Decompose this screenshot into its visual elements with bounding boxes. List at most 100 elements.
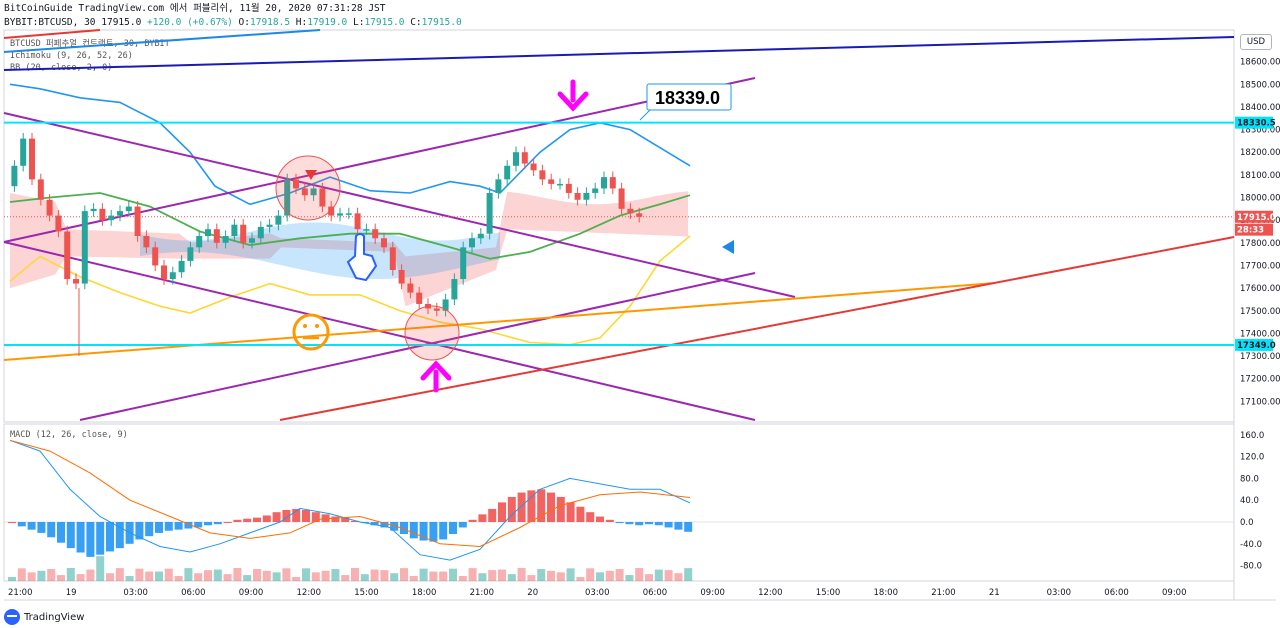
- candle-body: [37, 179, 44, 200]
- open-value: 17918.5: [250, 17, 291, 28]
- price-tick-label: 18000.00: [1240, 194, 1280, 204]
- candle-body: [152, 247, 159, 266]
- macd-histogram-bar: [527, 490, 536, 522]
- candle-body: [557, 183, 563, 186]
- candle-body: [565, 183, 572, 193]
- macd-tick-label: 160.0: [1240, 431, 1264, 441]
- tradingview-logo-icon: [4, 609, 20, 625]
- macd-histogram-bar: [331, 516, 340, 522]
- price-label-box-2: [1235, 223, 1273, 236]
- time-tick-label: 21:00: [8, 588, 33, 598]
- currency-toggle[interactable]: USD: [1240, 34, 1272, 50]
- macd-histogram-bar: [233, 519, 242, 522]
- candle-body: [310, 188, 317, 196]
- volume-bar: [507, 574, 516, 581]
- macd-title: MACD (12, 26, close, 9): [10, 430, 128, 440]
- macd-histogram-bar: [57, 522, 65, 543]
- time-tick-label: 06:00: [1104, 588, 1129, 598]
- macd-histogram-bar: [498, 502, 506, 522]
- macd-histogram-bar: [341, 517, 350, 522]
- legend-line-1: BTCUSD 퍼페추얼 컨트랙트, 30, BYBIT: [10, 38, 170, 49]
- orange-trendline: [3, 282, 996, 361]
- blue-left-arrow-icon: [722, 240, 734, 254]
- price-tick-label: 17500.00: [1240, 307, 1280, 317]
- price-tick-label: 17800.00: [1240, 239, 1280, 249]
- time-tick-label: 21:00: [470, 588, 495, 598]
- time-tick-label: 12:00: [297, 588, 322, 598]
- macd-histogram-bar: [654, 522, 663, 526]
- price-tick-label: 18300.00: [1240, 126, 1280, 136]
- volume-bar: [17, 568, 26, 581]
- volume-bar: [488, 570, 497, 581]
- macd-histogram-bar: [468, 519, 477, 522]
- low-value: 17915.0: [364, 17, 405, 28]
- price-tick-label: 17300.00: [1240, 352, 1280, 362]
- candle-body: [81, 211, 88, 284]
- macd-histogram-bar: [625, 522, 634, 525]
- time-tick-label: 03:00: [123, 588, 147, 598]
- legend-line-2: Ichimoku (9, 26, 52, 26): [10, 51, 133, 61]
- macd-tick-label: -40.0: [1240, 540, 1262, 550]
- volume-bar: [351, 568, 359, 581]
- candle-body: [583, 192, 590, 200]
- candle-body: [20, 138, 27, 166]
- price-tick-label: 17600.00: [1240, 284, 1280, 294]
- macd-histogram-bar: [547, 492, 555, 522]
- ohlc-line: BYBIT:BTCUSD, 30 17915.0 +120.0 (+0.67%)…: [4, 17, 462, 28]
- macd-histogram-bar: [145, 522, 154, 537]
- macd-histogram-bar: [449, 522, 457, 534]
- candle-body: [301, 188, 308, 196]
- time-tick-label: 09:00: [239, 588, 263, 598]
- volume-bar: [635, 568, 644, 581]
- volume-bar: [115, 568, 124, 581]
- time-tick-label: 06:00: [181, 588, 206, 598]
- macd-histogram-bar: [537, 489, 546, 522]
- ichimoku-cloud-bull: [140, 222, 500, 280]
- candle-body: [469, 238, 475, 248]
- macd-histogram-bar: [517, 492, 526, 522]
- macd-histogram-bar: [439, 522, 448, 540]
- price-tick-label: 17400.00: [1240, 329, 1280, 339]
- macd-histogram-bar: [478, 514, 487, 522]
- volume-bar: [674, 573, 683, 581]
- volume-bar: [272, 572, 281, 581]
- volume-bar: [282, 568, 291, 581]
- candle-body: [293, 179, 299, 189]
- volume-bar: [321, 570, 330, 581]
- candle-body: [521, 152, 528, 164]
- candle-body: [108, 215, 115, 221]
- candle-body: [627, 208, 634, 214]
- volume-bar: [243, 575, 252, 581]
- volume-bar: [615, 569, 624, 581]
- macd-histogram-bar: [47, 522, 56, 538]
- candle-body: [29, 138, 35, 180]
- time-tick-label: 15:00: [354, 588, 379, 598]
- candle-body: [143, 236, 150, 248]
- macd-histogram-bar: [635, 522, 644, 526]
- macd-histogram-bar: [458, 522, 467, 528]
- time-tick-label: 12:00: [758, 588, 783, 598]
- candle-body: [205, 229, 211, 237]
- volume-bar: [292, 576, 301, 581]
- candle-body: [222, 236, 229, 243]
- signal-line: [9, 439, 691, 548]
- candle-body: [548, 179, 555, 184]
- price-tick-label: 18600.00: [1240, 58, 1280, 68]
- macd-histogram-bar: [253, 517, 261, 522]
- macd-histogram-bar: [321, 514, 330, 522]
- volume-bar: [547, 570, 555, 581]
- volume-bar: [76, 574, 85, 581]
- volume-bar: [125, 576, 134, 581]
- smiley-icon: [292, 313, 330, 351]
- candle-body: [477, 233, 484, 239]
- volume-bar: [468, 568, 477, 581]
- price-label-3: 17349.0: [1237, 341, 1276, 351]
- last-price: 17915.0: [101, 17, 142, 28]
- volume-bar: [556, 572, 565, 581]
- volume-bar: [194, 573, 203, 581]
- macd-histogram-bar: [615, 522, 624, 524]
- volume-bar: [605, 570, 614, 581]
- candle-body: [240, 224, 247, 243]
- volume-bar: [164, 568, 173, 581]
- candle-body: [460, 247, 467, 280]
